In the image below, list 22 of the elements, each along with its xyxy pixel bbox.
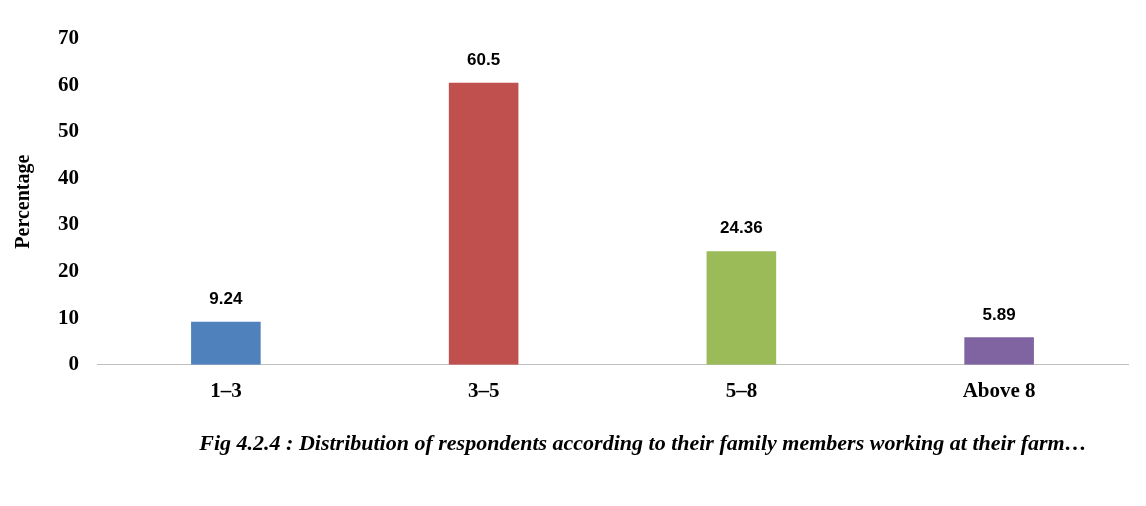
data-label: 24.36 [720, 218, 763, 238]
x-tick-label: 1–3 [210, 377, 242, 402]
x-tick-label: 5–8 [725, 377, 758, 402]
y-tick-label: 10 [58, 304, 79, 329]
data-label: 9.24 [209, 288, 243, 308]
y-tick-label: 40 [58, 164, 79, 189]
x-tick-label: Above 8 [962, 377, 1036, 402]
bar [448, 82, 519, 365]
x-tick-label: 3–5 [467, 377, 500, 402]
y-tick-label: 60 [58, 71, 79, 96]
data-label: 60.5 [467, 50, 501, 70]
y-axis-title: Percentage [11, 154, 35, 249]
bar [964, 337, 1034, 365]
bar [191, 321, 261, 365]
y-tick-label: 70 [58, 25, 79, 50]
y-tick-label: 30 [58, 211, 79, 236]
bar [706, 251, 777, 365]
y-tick-label: 50 [58, 118, 79, 143]
data-label: 5.89 [982, 304, 1016, 324]
y-tick-label: 0 [68, 351, 79, 376]
caption: Fig 4.2.4 : Distribution of respondents according to their family members working at their farm… [198, 430, 1088, 456]
y-tick-label: 20 [58, 258, 79, 283]
